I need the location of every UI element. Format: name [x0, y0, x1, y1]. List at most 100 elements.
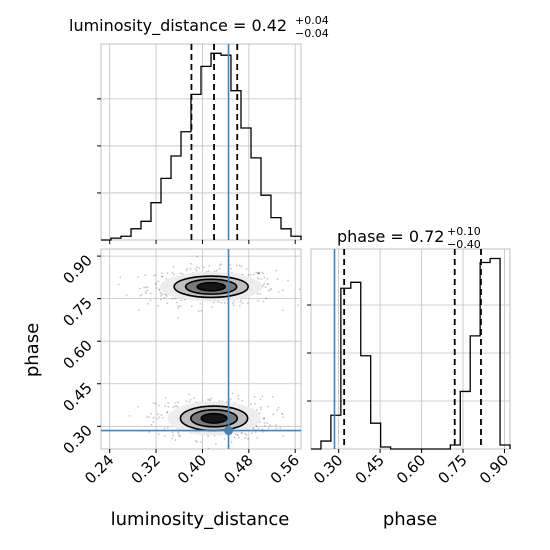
sample-point [159, 291, 162, 294]
sample-point [196, 441, 198, 443]
sample-point [177, 305, 180, 308]
sample-point [178, 434, 181, 437]
grid-lines [101, 44, 301, 240]
sample-point [230, 441, 233, 444]
sample-point [163, 427, 166, 430]
sample-point [165, 295, 168, 297]
sample-point [255, 271, 258, 274]
sample-point [125, 294, 128, 296]
sample-point [256, 292, 259, 295]
sample-point [247, 437, 250, 440]
sample-point [146, 416, 148, 419]
histogram-steps [101, 52, 302, 241]
sample-point [188, 400, 191, 403]
sample-point [276, 278, 279, 281]
sample-point [196, 266, 198, 269]
sample-point [189, 268, 192, 270]
y-axis-label-phase: phase [22, 323, 43, 377]
sample-point [239, 305, 241, 307]
sample-point [203, 266, 205, 269]
sample-point [305, 409, 307, 411]
sample-point [263, 424, 266, 427]
sample-point [152, 275, 155, 277]
tick-marks [97, 255, 296, 453]
sample-point [238, 436, 240, 439]
sample-point [213, 270, 216, 273]
sample-point [177, 431, 180, 434]
x-tick-labels-luminosity-distance: 0.24 0.32 0.40 0.48 0.56 [81, 451, 303, 487]
sample-point [275, 424, 277, 426]
density-contours [160, 271, 263, 436]
sample-point [231, 392, 234, 395]
x-tick-label: 0.32 [128, 451, 164, 487]
x-tick-label: 0.30 [310, 451, 346, 487]
sample-point [137, 405, 140, 408]
sample-point [236, 434, 239, 437]
sample-point [261, 395, 264, 398]
sample-point [154, 283, 157, 286]
sample-point [171, 437, 174, 440]
sample-point [277, 406, 280, 409]
sample-point [172, 406, 175, 409]
sample-point [281, 413, 284, 416]
sample-point [262, 417, 265, 420]
sample-point [195, 270, 198, 272]
sample-point [159, 295, 162, 297]
sample-point [263, 417, 266, 419]
sample-point [172, 434, 175, 437]
sample-point [258, 272, 261, 274]
sample-point [254, 431, 257, 433]
sample-point [281, 289, 284, 292]
sample-point [199, 303, 202, 305]
sample-point [200, 310, 203, 312]
y-tick-label: 0.90 [59, 251, 95, 287]
y-tick-label: 0.30 [59, 421, 95, 457]
sample-point [193, 397, 196, 399]
x-tick-label: 0.48 [220, 451, 256, 487]
title-phase-sub: −0.40 [447, 238, 481, 251]
sample-point [172, 265, 175, 268]
sample-point [150, 412, 153, 415]
sample-point [139, 294, 142, 297]
sample-point [263, 418, 266, 420]
sample-point [276, 409, 278, 411]
sample-point [277, 291, 280, 293]
sample-point [239, 301, 242, 303]
sample-point [208, 265, 211, 267]
sample-point [161, 272, 163, 275]
sample-point [166, 302, 169, 305]
sample-point [165, 294, 168, 296]
sample-point [258, 277, 260, 280]
title-phase-sup: +0.10 [447, 225, 481, 238]
sample-point [256, 437, 258, 439]
sample-point [158, 289, 161, 291]
sample-point [267, 283, 270, 286]
sample-point [259, 293, 262, 295]
sample-point [185, 269, 188, 272]
sample-point [158, 416, 161, 419]
sample-point [218, 400, 221, 402]
panel-hist-phase [307, 248, 511, 453]
sample-point [245, 268, 248, 270]
sample-point [258, 412, 261, 415]
sample-point [240, 431, 243, 434]
sample-point [148, 416, 150, 418]
sample-point [119, 276, 122, 279]
sample-point [212, 301, 215, 304]
x-tick-label: 0.90 [476, 451, 512, 487]
sample-point [166, 426, 169, 429]
title-luminosity-distance-sub: −0.04 [295, 27, 329, 40]
sample-point [253, 395, 256, 398]
sample-point [259, 398, 262, 401]
sample-point [118, 283, 120, 286]
sample-point [251, 432, 253, 435]
sample-point [230, 267, 232, 270]
sample-point [148, 431, 151, 433]
sample-point [258, 272, 260, 275]
sample-point [282, 416, 285, 419]
sample-point [297, 304, 299, 306]
x-tick-label: 0.45 [352, 451, 388, 487]
sample-point [218, 267, 221, 270]
sample-point [190, 262, 192, 265]
